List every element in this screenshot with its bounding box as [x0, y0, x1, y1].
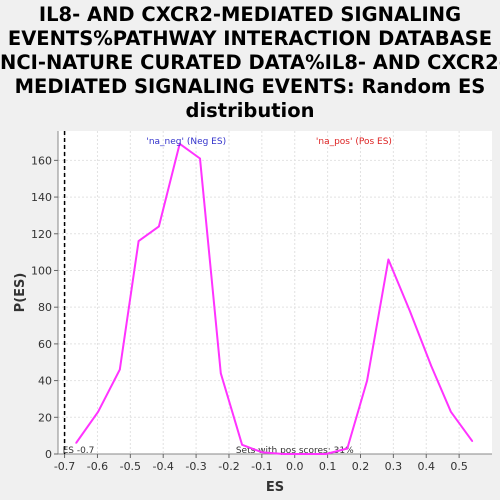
es-distribution-line: [75, 142, 474, 455]
x-tick-label: 0.0: [286, 460, 304, 473]
chart-title-line: IL8- AND CXCR2-MEDIATED SIGNALING: [38, 3, 462, 26]
data-point: [430, 365, 432, 367]
y-tick-label: 40: [38, 375, 52, 388]
legend-neg-es: 'na_neg' (Neg ES): [146, 137, 226, 147]
es-marker-label: ES -0.7: [63, 446, 95, 456]
y-tick-label: 160: [31, 154, 52, 167]
data-point: [366, 379, 368, 382]
x-tick-label: -0.2: [218, 460, 239, 473]
data-point: [219, 372, 222, 375]
x-tick-label: -0.7: [54, 460, 75, 473]
data-point: [325, 453, 327, 455]
data-point: [75, 442, 77, 444]
y-tick-label: 0: [45, 448, 52, 461]
sets-with-pos-scores-label: Sets with pos scores: 31%: [236, 446, 354, 456]
y-tick-label: 120: [31, 228, 52, 241]
y-tick-label: 100: [31, 264, 52, 277]
data-point: [409, 310, 411, 312]
data-point: [261, 451, 263, 453]
chart-title: IL8- AND CXCR2-MEDIATED SIGNALING EVENTS…: [0, 3, 500, 123]
data-point: [119, 368, 121, 371]
chart-title-line: EVENTS%PATHWAY INTERACTION DATABASE: [7, 27, 493, 50]
data-point: [178, 143, 181, 145]
y-tick-label: 20: [38, 411, 52, 424]
data-point: [387, 258, 390, 261]
chart-title-line: MEDIATED SIGNALING EVENTS: Random ES: [14, 75, 486, 98]
chart-title-line: distribution: [185, 99, 315, 122]
y-tick-label: 80: [38, 301, 52, 314]
y-tick-label: 60: [38, 338, 52, 351]
data-point: [97, 410, 99, 413]
data-point: [346, 447, 349, 450]
data-point: [158, 225, 160, 228]
data-point: [282, 453, 285, 455]
x-tick-label: 0.1: [319, 460, 337, 473]
x-tick-label: 0.2: [352, 460, 370, 473]
data-point: [199, 157, 201, 160]
data-point: [471, 440, 474, 442]
x-tick-label: -0.6: [87, 460, 108, 473]
series-group: [75, 142, 474, 455]
data-point: [303, 453, 306, 455]
x-tick-label: -0.3: [185, 460, 206, 473]
y-tick-label: 140: [31, 191, 52, 204]
data-point: [241, 444, 243, 446]
y-axis-label: P(ES): [13, 273, 28, 313]
ticks: -0.7 -0.6 -0.5 -0.4 -0.3 -0.2 -0.1 0.0 0.1 0.2 0.3…: [31, 154, 468, 473]
x-tick-label: -0.1: [251, 460, 272, 473]
x-tick-label: 0.5: [450, 460, 468, 473]
x-tick-label: 0.3: [385, 460, 403, 473]
data-point: [450, 410, 452, 413]
x-tick-label: 0.4: [417, 460, 435, 473]
data-point: [137, 240, 140, 242]
chart-title-line: NCI-NATURE CURATED DATA%IL8- AND CXCR2-: [0, 51, 500, 74]
plot-area: [58, 131, 492, 454]
x-tick-label: -0.5: [120, 460, 141, 473]
x-tick-label: -0.4: [152, 460, 173, 473]
legend-pos-es: 'na_pos' (Pos ES): [316, 137, 392, 147]
x-axis-label: ES: [266, 480, 284, 495]
